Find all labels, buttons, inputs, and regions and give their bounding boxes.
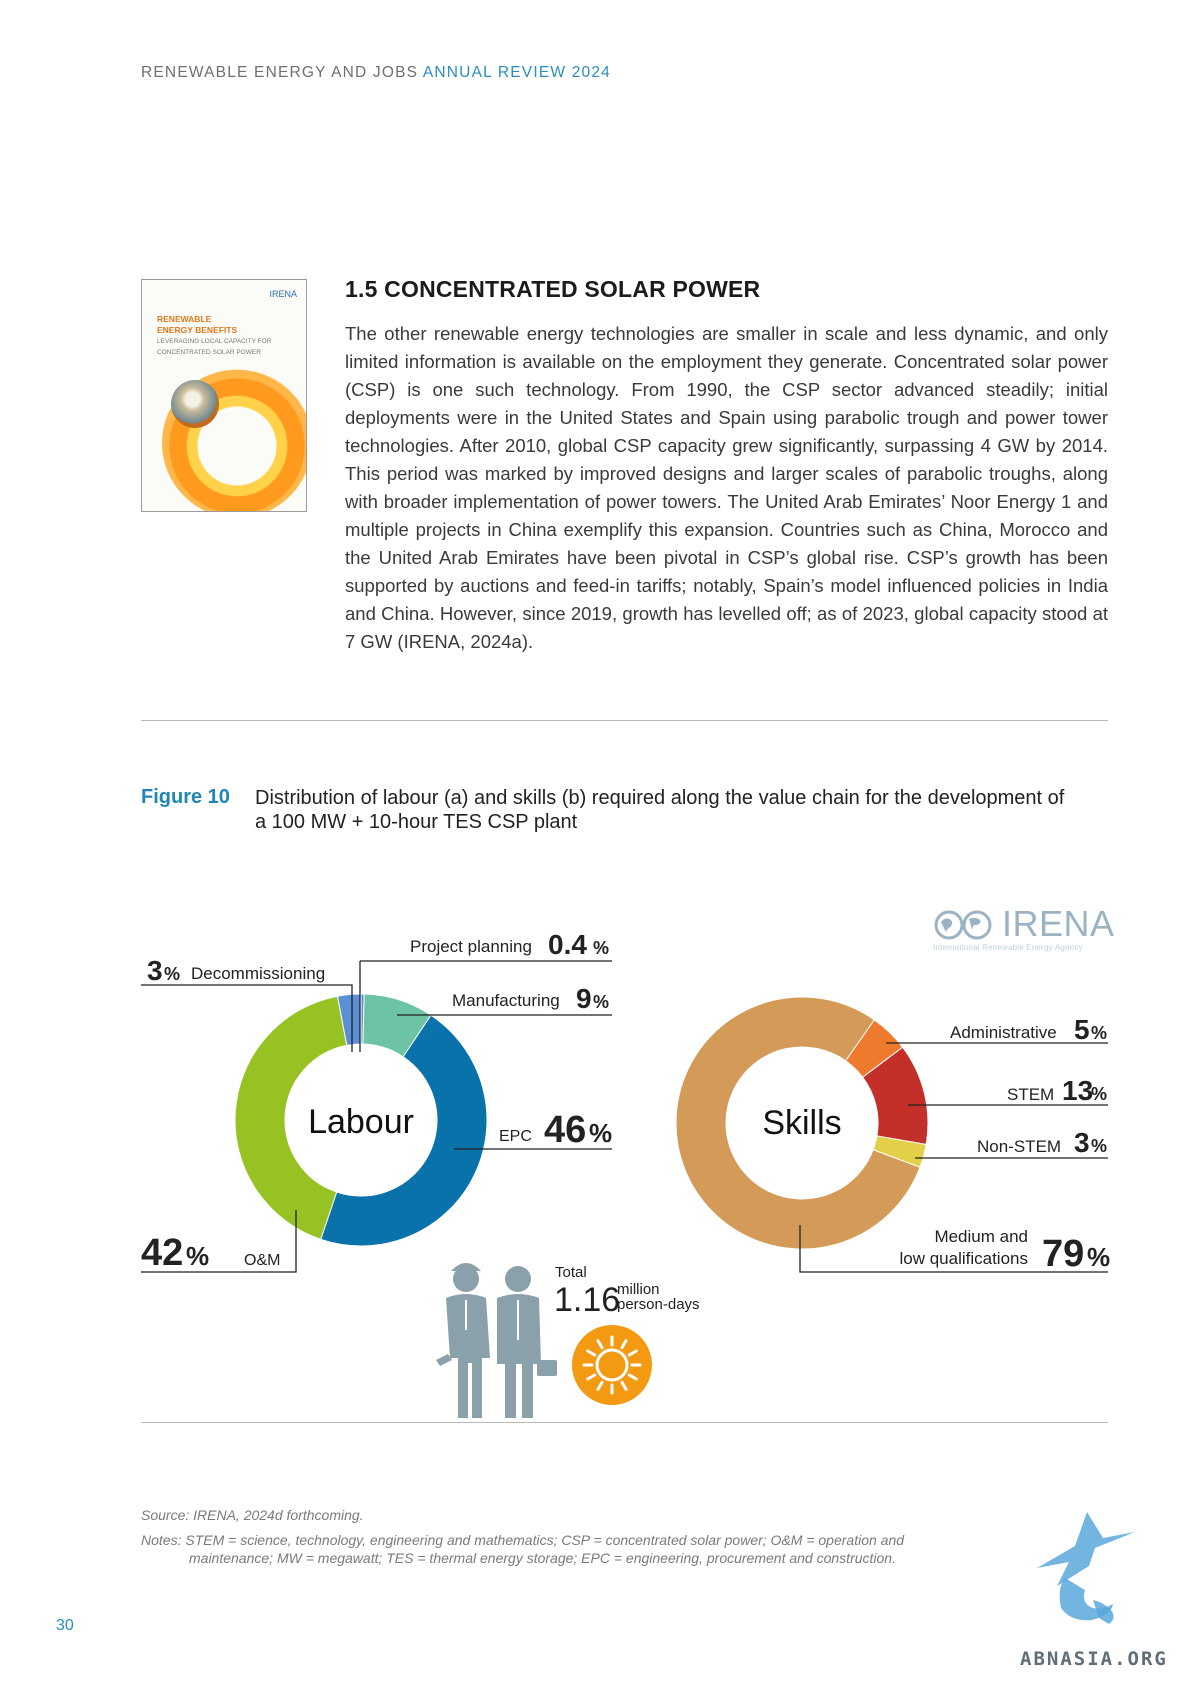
page-number: 30 — [56, 1617, 74, 1634]
label-manufacturing-unit: % — [593, 992, 609, 1012]
label-administrative-name: Administrative — [950, 1023, 1057, 1042]
cover-irena-logo: IRENA — [269, 289, 297, 299]
skills-leader-lines — [799, 1042, 1108, 1273]
label-project-planning-unit: % — [593, 938, 609, 958]
skills-center-label: Skills — [762, 1104, 841, 1142]
labour-center-label: Labour — [308, 1103, 414, 1141]
label-decommissioning-value: 3 — [147, 955, 163, 986]
divider-top — [141, 720, 1108, 721]
donut-slice-decommissioning — [336, 993, 362, 1046]
notes-line2: maintenance; MW = megawatt; TES = therma… — [189, 1550, 896, 1566]
sun-ray — [596, 1339, 604, 1350]
label-stem-unit: % — [1091, 1084, 1107, 1104]
sun-ray — [620, 1339, 628, 1350]
label-manufacturing-name: Manufacturing — [452, 991, 560, 1010]
label-om-value: 42 — [141, 1232, 183, 1274]
report-cover-thumbnail[interactable]: IRENA RENEWABLE ENERGY BENEFITS LEVERAGI… — [141, 279, 307, 512]
figure-notes: Notes: STEM = science, technology, engin… — [141, 1531, 1001, 1567]
label-om-unit: % — [186, 1241, 209, 1271]
label-non-stem-unit: % — [1091, 1136, 1107, 1156]
labour-leader-lines — [141, 960, 612, 1273]
label-medium-low-value: 79 — [1042, 1233, 1084, 1275]
label-decommissioning-unit: % — [164, 964, 180, 984]
label-medium-low-name-line1: Medium and — [934, 1227, 1028, 1246]
labour-donut — [234, 993, 488, 1247]
divider-figure-bottom — [141, 1422, 1108, 1423]
label-administrative-value: 5 — [1074, 1014, 1090, 1045]
notes-line1: Notes: STEM = science, technology, engin… — [141, 1532, 905, 1548]
label-project-planning-value: 0.4 — [548, 929, 587, 960]
total-value: 1.16 — [554, 1281, 620, 1319]
running-header: RENEWABLE ENERGY AND JOBS ANNUAL REVIEW … — [141, 64, 611, 82]
label-project-planning-name: Project planning — [410, 937, 532, 956]
label-medium-low-unit: % — [1087, 1242, 1110, 1272]
label-stem-value: 13 — [1062, 1075, 1093, 1106]
cover-title: RENEWABLE ENERGY BENEFITS — [157, 314, 277, 336]
label-epc-value: 46 — [544, 1109, 586, 1151]
sun-ray — [620, 1380, 628, 1391]
label-om-name: O&M — [244, 1252, 280, 1269]
total-unit-line2: person-days — [617, 1296, 700, 1313]
header-prefix: RENEWABLE ENERGY AND JOBS — [141, 64, 423, 81]
donut-slice-o-m — [234, 995, 348, 1241]
figure-caption: Distribution of labour (a) and skills (b… — [255, 787, 1065, 833]
label-administrative-unit: % — [1091, 1023, 1107, 1043]
irena-wordmark: IRENA — [1002, 903, 1115, 944]
griffin-watermark-icon — [1037, 1512, 1135, 1624]
donut-slice-medium-and-low-qualifications — [675, 996, 921, 1250]
sun-ray — [586, 1373, 597, 1381]
irena-globe-icon — [934, 910, 992, 940]
section-title: 1.5 CONCENTRATED SOLAR POWER — [345, 276, 761, 302]
label-stem-name: STEM — [1007, 1085, 1054, 1104]
header-highlight: ANNUAL REVIEW 2024 — [422, 64, 612, 81]
figure-label: Figure 10 — [141, 786, 230, 808]
cover-subtitle: LEVERAGING LOCAL CAPACITY FOR CONCENTRAT… — [157, 336, 297, 358]
section-body: The other renewable energy technologies … — [345, 323, 1108, 652]
irena-tagline: International Renewable Energy Agency — [933, 943, 1083, 952]
cover-title-line: RENEWABLE — [157, 314, 212, 324]
label-manufacturing-value: 9 — [576, 983, 592, 1014]
sun-icon — [572, 1325, 652, 1405]
label-epc-name: EPC — [499, 1128, 532, 1145]
skills-donut — [675, 996, 929, 1250]
cover-title-line: ENERGY BENEFITS — [157, 325, 238, 335]
sun-ray — [586, 1349, 597, 1357]
total-unit-line1: million — [617, 1281, 660, 1298]
label-decommissioning-name: Decommissioning — [191, 964, 325, 983]
label-non-stem-value: 3 — [1074, 1127, 1090, 1158]
donut-slice-epc — [320, 1014, 488, 1247]
label-medium-low-name-line2: low qualifications — [899, 1249, 1028, 1268]
watermark-text: ABNASIA.ORG — [1020, 1648, 1168, 1670]
worker-details — [465, 1300, 519, 1340]
label-epc-unit: % — [589, 1118, 612, 1148]
cover-subtitle-line: LEVERAGING LOCAL CAPACITY FOR — [157, 338, 272, 345]
label-non-stem-name: Non-STEM — [977, 1137, 1061, 1156]
figure-source: Source: IRENA, 2024d forthcoming. — [141, 1507, 364, 1523]
workers-icon — [436, 1263, 557, 1418]
sun-ray — [627, 1373, 638, 1381]
cover-subtitle-line: CONCENTRATED SOLAR POWER — [157, 349, 261, 356]
cover-sun-graphic — [171, 380, 219, 428]
sun-ray — [596, 1380, 604, 1391]
sun-ray — [627, 1349, 638, 1357]
total-label: Total — [555, 1264, 587, 1281]
